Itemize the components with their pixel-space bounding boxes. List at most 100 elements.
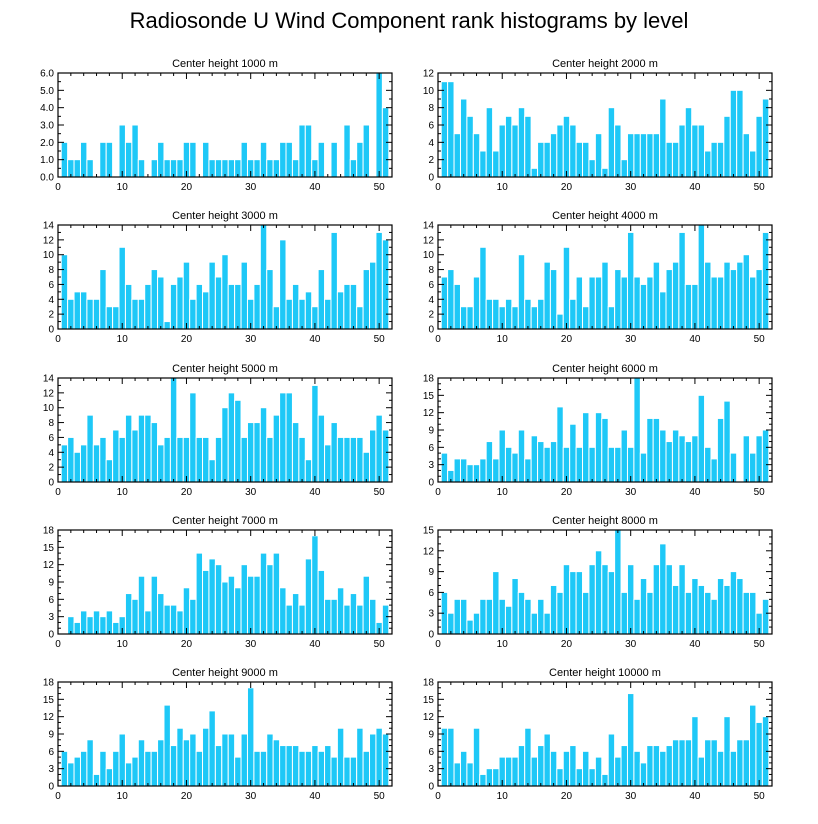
histogram-bar — [582, 750, 590, 787]
x-tick-label: 10 — [497, 639, 509, 650]
histogram-bar — [356, 604, 364, 635]
histogram-bar — [369, 733, 377, 787]
histogram-bar — [356, 727, 364, 787]
panel-title: Center height 4000 m — [552, 210, 658, 222]
histogram-bar — [375, 231, 383, 330]
y-tick-label: 18 — [43, 678, 55, 689]
histogram-bar — [697, 756, 706, 787]
histogram-bar — [336, 587, 345, 635]
histogram-bar — [99, 436, 107, 483]
histogram-bar — [79, 444, 88, 483]
histogram-bar — [195, 552, 204, 635]
histogram-bar — [626, 231, 635, 330]
histogram-bar — [524, 115, 532, 178]
histogram-bar — [137, 159, 146, 178]
histogram-bar — [723, 400, 731, 483]
histogram-bar — [234, 756, 242, 787]
y-tick-label: 4 — [48, 448, 54, 459]
histogram-bar — [157, 141, 165, 178]
histogram-bar — [466, 306, 474, 330]
histogram-bar — [498, 429, 506, 483]
histogram-bar — [511, 756, 519, 787]
histogram-bar — [684, 107, 693, 178]
histogram-bar — [79, 291, 88, 330]
histogram-bar — [614, 529, 622, 635]
histogram-bar — [336, 436, 345, 483]
x-tick-label: 50 — [374, 791, 386, 802]
histogram-bar — [259, 407, 268, 483]
histogram-bar — [716, 750, 725, 787]
x-tick-label: 0 — [55, 639, 61, 650]
histogram-bar — [362, 451, 371, 483]
histogram-bar — [646, 745, 654, 787]
histogram-bar — [511, 124, 519, 178]
histogram-bar — [704, 261, 712, 330]
histogram-bar — [549, 441, 558, 483]
histogram-bar — [317, 414, 326, 483]
panel-title: Center height 2000 m — [552, 58, 658, 70]
panel-title: Center height 5000 m — [172, 363, 278, 375]
y-tick-label: 14 — [43, 374, 55, 385]
histogram-bar — [472, 133, 481, 178]
histogram-bar — [272, 739, 281, 787]
x-tick-label: 10 — [117, 334, 129, 345]
histogram-bar — [118, 246, 126, 330]
histogram-bar — [678, 564, 686, 635]
histogram-bar — [492, 298, 500, 330]
histogram-bar — [317, 750, 326, 787]
y-tick-label: 3.0 — [40, 121, 54, 132]
histogram-bar — [447, 269, 455, 330]
histogram-bar — [330, 422, 338, 483]
histogram-bar — [742, 739, 751, 787]
histogram-bar — [221, 254, 229, 330]
histogram-bar — [517, 429, 526, 483]
histogram-bar — [298, 436, 306, 483]
histogram-bar — [279, 239, 287, 330]
y-tick-label: 0 — [428, 630, 434, 641]
y-tick-label: 9 — [428, 426, 434, 437]
y-tick-label: 6 — [48, 595, 54, 606]
histogram-panel: Center height 7000 m 0 10 20 30 40 50 0 3 6 9 12 15 1… — [43, 515, 393, 650]
y-tick-label: 8 — [48, 418, 54, 429]
histogram-bar — [163, 159, 171, 178]
histogram-bar — [375, 72, 383, 178]
histogram-bar — [259, 552, 268, 635]
histogram-bar — [562, 564, 571, 635]
y-tick-label: 0 — [428, 478, 434, 489]
histogram-bar — [652, 564, 661, 635]
histogram-bar — [749, 452, 757, 483]
histogram-bar — [124, 141, 133, 178]
histogram-bar — [710, 598, 718, 635]
histogram-bar — [324, 298, 332, 330]
panel-title: Center height 9000 m — [172, 667, 278, 679]
y-tick-label: 10 — [423, 86, 435, 97]
histogram-bar — [259, 141, 268, 178]
histogram-bar — [150, 269, 159, 330]
histogram-bar — [234, 587, 242, 635]
x-tick-label: 40 — [309, 639, 321, 650]
histogram-bar — [614, 269, 622, 330]
histogram-bar — [67, 436, 75, 483]
histogram-bar — [466, 619, 474, 635]
histogram-bar — [253, 159, 261, 178]
histogram-bar — [227, 392, 236, 483]
histogram-bar — [336, 291, 345, 330]
histogram-bar — [189, 141, 197, 178]
x-tick-label: 40 — [689, 182, 701, 193]
histogram-bar — [749, 704, 757, 787]
histogram-bar — [761, 429, 770, 483]
histogram-bar — [678, 124, 686, 178]
histogram-bar — [652, 417, 661, 483]
histogram-bar — [665, 564, 673, 635]
y-tick-label: 15 — [423, 526, 435, 537]
histogram-bar — [761, 598, 770, 635]
histogram-bar — [176, 159, 184, 178]
histogram-bar — [349, 593, 358, 635]
histogram-bar — [189, 733, 197, 787]
histogram-bar — [105, 141, 114, 178]
histogram-bar — [356, 306, 364, 330]
histogram-bar — [453, 133, 461, 178]
histogram-bar — [736, 739, 744, 787]
histogram-bar — [755, 435, 763, 483]
histogram-bar — [214, 276, 223, 330]
